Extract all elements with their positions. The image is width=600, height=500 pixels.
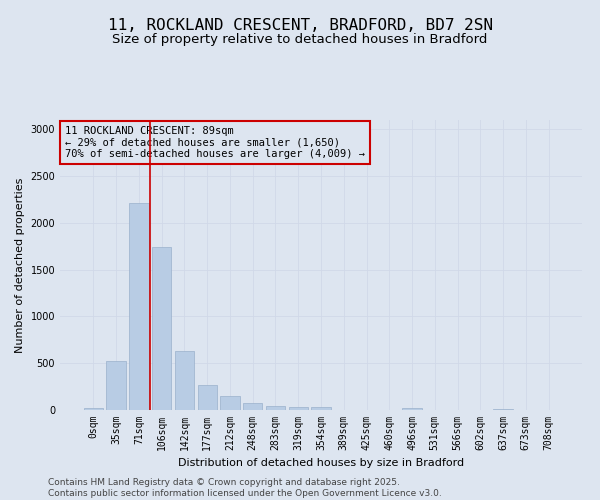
- Bar: [266, 406, 285, 410]
- Text: 11 ROCKLAND CRESCENT: 89sqm
← 29% of detached houses are smaller (1,650)
70% of : 11 ROCKLAND CRESCENT: 89sqm ← 29% of det…: [65, 126, 365, 159]
- Y-axis label: Number of detached properties: Number of detached properties: [15, 178, 25, 352]
- Text: Contains HM Land Registry data © Crown copyright and database right 2025.
Contai: Contains HM Land Registry data © Crown c…: [48, 478, 442, 498]
- Bar: [175, 351, 194, 410]
- X-axis label: Distribution of detached houses by size in Bradford: Distribution of detached houses by size …: [178, 458, 464, 468]
- Bar: [493, 408, 513, 410]
- Bar: [243, 402, 262, 410]
- Bar: [220, 396, 239, 410]
- Bar: [311, 406, 331, 410]
- Text: 11, ROCKLAND CRESCENT, BRADFORD, BD7 2SN: 11, ROCKLAND CRESCENT, BRADFORD, BD7 2SN: [107, 18, 493, 32]
- Bar: [403, 408, 422, 410]
- Bar: [197, 384, 217, 410]
- Bar: [129, 204, 149, 410]
- Bar: [106, 362, 126, 410]
- Bar: [289, 406, 308, 410]
- Text: Size of property relative to detached houses in Bradford: Size of property relative to detached ho…: [112, 32, 488, 46]
- Bar: [152, 247, 172, 410]
- Bar: [84, 408, 103, 410]
